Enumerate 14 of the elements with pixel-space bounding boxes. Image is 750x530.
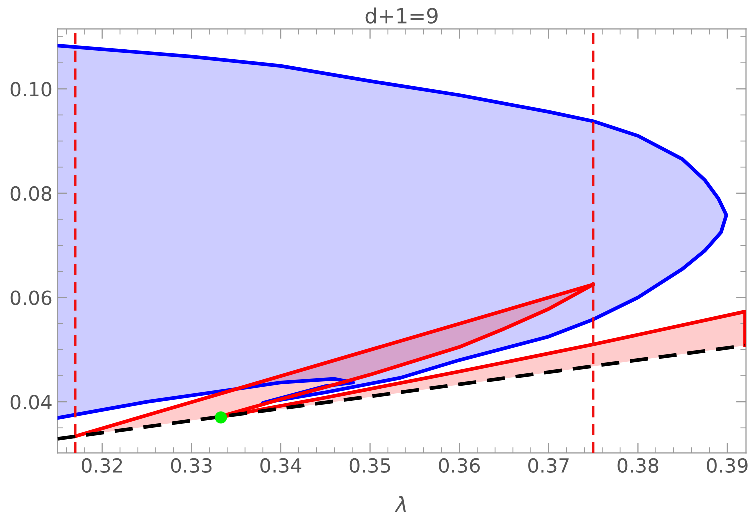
x-tick-label: 0.38 [618, 458, 659, 474]
x-tick-label: 0.39 [707, 458, 748, 474]
y-tick-label: 0.08 [10, 186, 52, 202]
x-tick-label: 0.34 [260, 458, 302, 474]
x-axis-title: λ [394, 496, 406, 512]
x-tick-label: 0.32 [82, 458, 122, 474]
y-tick-label: 0.06 [10, 290, 52, 306]
x-tick-label: 0.33 [171, 458, 212, 474]
chart-title: d+1=9 [366, 8, 438, 24]
x-tick-label: 0.35 [350, 458, 390, 474]
y-tick-label: 0.04 [10, 394, 52, 410]
x-tick-label: 0.36 [439, 458, 480, 474]
x-tick-label: 0.37 [528, 458, 569, 474]
y-tick-label: 0.10 [10, 82, 52, 97]
